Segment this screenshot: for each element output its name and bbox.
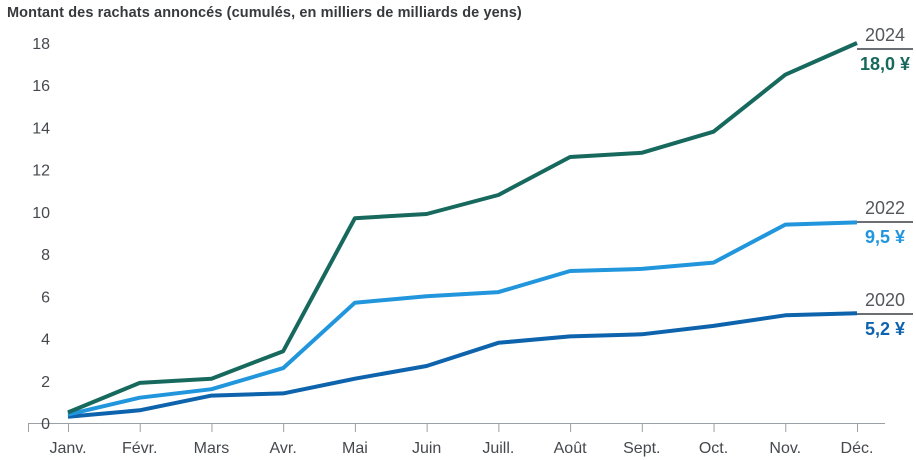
- series-value-2024: 18,0 ¥: [857, 48, 913, 74]
- y-tick-label: 14: [32, 120, 50, 137]
- x-tick-label: Juill.: [482, 440, 514, 457]
- series-label-2020: 2020 5,2 ¥: [857, 290, 913, 339]
- x-tick-label: Mars: [194, 440, 230, 457]
- series-year-2024: 2024: [864, 25, 906, 45]
- x-tick-label: Nov.: [769, 440, 801, 457]
- series-line-2024: [67, 41, 858, 415]
- x-tick-label: Août: [554, 440, 587, 457]
- x-tick-label: Oct.: [699, 440, 728, 457]
- x-tick-label: Déc.: [841, 440, 874, 457]
- series-value-2022: 9,5 ¥: [857, 221, 913, 247]
- y-tick-label: 4: [41, 332, 50, 349]
- x-tick-label: Janv.: [49, 440, 86, 457]
- series-value-2020: 5,2 ¥: [857, 313, 913, 339]
- y-tick-label: 10: [32, 205, 50, 222]
- y-tick-label: 2: [41, 374, 50, 391]
- y-tick-label: 6: [41, 289, 50, 306]
- y-tick-label: 12: [32, 163, 50, 180]
- series-line-2022: [67, 220, 858, 417]
- chart-title: Montant des rachats annoncés (cumulés, e…: [7, 5, 522, 21]
- series-label-2024: 2024 18,0 ¥: [857, 25, 913, 74]
- y-tick-label: 0: [41, 416, 50, 433]
- x-tick-label: Févr.: [122, 440, 158, 457]
- x-tick-label: Juin: [412, 440, 441, 457]
- series-year-2022: 2022: [864, 198, 906, 218]
- x-tick-label: Sept.: [623, 440, 660, 457]
- y-tick-label: 16: [32, 78, 50, 95]
- x-tick-label: Mai: [342, 440, 368, 457]
- x-tick-label: Avr.: [270, 440, 297, 457]
- series-line-2020: [67, 311, 858, 419]
- series-label-2022: 2022 9,5 ¥: [857, 198, 913, 247]
- y-tick-label: 8: [41, 247, 50, 264]
- series-year-2020: 2020: [864, 290, 906, 310]
- y-tick-label: 18: [32, 36, 50, 53]
